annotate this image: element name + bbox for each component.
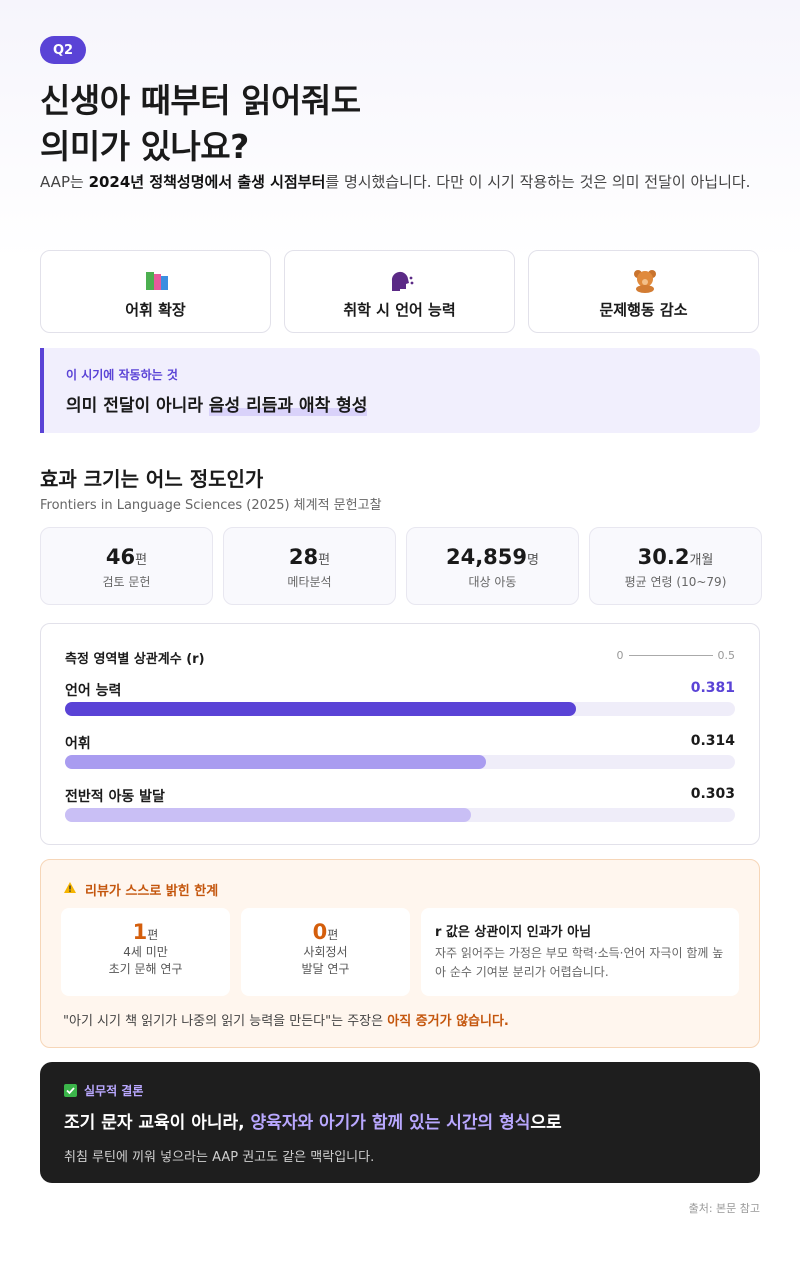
stat-label: 평균 연령 (10~79) — [624, 575, 727, 589]
limit-line: 4세 미만 — [123, 945, 168, 959]
stat-unit: 편 — [318, 553, 331, 568]
callout-highlight: 음성 리듬과 애착 형성 — [208, 396, 368, 416]
limit-number: 0 — [312, 920, 328, 944]
limits-title: 리뷰가 스스로 밝힌 한계 — [85, 884, 219, 899]
title-line: 의미가 있나요? — [40, 127, 249, 166]
value-label: 0.314 — [690, 733, 735, 749]
quote-text: "아기 시기 책 읽기가 나중의 읽기 능력을 만든다"는 주장은 — [63, 1014, 388, 1029]
intro-text: 를 명시했습니다. 다만 이 시기 작용하는 것은 의미 전달이 아닙니다. — [325, 173, 751, 191]
stat-value: 30.2개월 — [590, 545, 761, 569]
stat-number: 30.2 — [637, 545, 690, 569]
card-label: 문제행동 감소 — [599, 301, 688, 319]
callout: 이 시기에 작동하는 것 의미 전달이 아니라 음성 리듬과 애착 형성 — [40, 348, 760, 433]
limit-item: 1편 4세 미만 초기 문해 연구 — [61, 908, 230, 996]
stat-label: 검토 문헌 — [102, 575, 151, 589]
icon-bear — [634, 270, 656, 293]
stat-value: 24,859명 — [407, 545, 578, 569]
callout-text: 의미 전달이 아니라 음성 리듬과 애착 형성 — [66, 391, 368, 416]
icon-books — [146, 272, 168, 290]
stat-number: 46 — [105, 545, 136, 569]
scale: 0 0.5 — [617, 649, 736, 662]
footer: 출처: 본문 참고 — [688, 1202, 760, 1215]
scale-min: 0 — [616, 649, 624, 662]
limit-number: 1 — [132, 920, 148, 944]
card-label: 취학 시 언어 능력 — [343, 301, 456, 319]
heading-highlight: 양육자와 아기가 함께 있는 시간의 형식 — [250, 1113, 531, 1133]
limit-value: 0편 — [241, 920, 410, 944]
intro: AAP는 2024년 정책성명에서 출생 시점부터를 명시했습니다. 다만 이 … — [40, 168, 762, 197]
quote-bold: 아직 증거가 않습니다. — [387, 1014, 509, 1029]
stat-unit: 편 — [135, 553, 148, 568]
chart-title: 측정 영역별 상관계수 (r) — [65, 652, 205, 667]
limit-unit: 편 — [147, 928, 159, 942]
card-label: 어휘 확장 — [125, 301, 186, 319]
callout-label: 이 시기에 작동하는 것 — [66, 368, 178, 382]
bar — [65, 755, 486, 769]
intro-bold: 2024년 정책성명에서 출생 시점부터 — [88, 173, 326, 191]
bar-track — [65, 755, 735, 769]
note-title: r 값은 상관이지 인과가 아님 — [435, 925, 592, 940]
limit-item: 0편 사회정서 발달 연구 — [241, 908, 410, 996]
callout-plain: 의미 전달이 아니라 — [66, 396, 209, 416]
stat-value: 28편 — [224, 545, 395, 569]
bar-label: 언어 능력 — [65, 683, 122, 699]
stat-number: 24,859 — [445, 545, 528, 569]
icon-warning — [64, 882, 76, 893]
conclusion: 실무적 결론 조기 문자 교육이 아니라, 양육자와 아기가 함께 있는 시간의… — [40, 1062, 760, 1183]
badge: Q2 — [40, 36, 86, 64]
card: 취학 시 언어 능력 — [284, 250, 515, 333]
heading-text: 으로 — [530, 1113, 562, 1133]
bar — [65, 702, 576, 716]
scale-max: 0.5 — [717, 649, 736, 662]
stat-value: 46편 — [41, 545, 212, 569]
stat-unit: 개월 — [689, 553, 714, 568]
limits-note: r 값은 상관이지 인과가 아님 자주 읽어주는 가정은 부모 학력·소득·언어… — [421, 908, 739, 996]
limit-line: 발달 연구 — [301, 962, 350, 976]
bar-label: 어휘 — [65, 736, 91, 752]
limit-line: 초기 문해 연구 — [108, 962, 183, 976]
bar — [65, 808, 472, 822]
section-title: 효과 크기는 어느 정도인가 — [40, 467, 264, 491]
stat-unit: 명 — [527, 553, 539, 568]
heading-text: 조기 문자 교육이 아니라, — [64, 1113, 251, 1133]
intro-text: AAP는 — [40, 173, 89, 191]
conclusion-label: 실무적 결론 — [84, 1084, 144, 1098]
value-label: 0.381 — [690, 680, 735, 696]
bar-track — [65, 702, 735, 716]
limit-unit: 편 — [327, 928, 339, 942]
scale-line — [628, 655, 713, 656]
note-text: 자주 읽어주는 가정은 부모 학력·소득·언어 자극이 함께 높아 순수 기여분… — [435, 946, 724, 979]
bar-label: 전반적 아동 발달 — [65, 789, 165, 805]
bar-track — [65, 808, 735, 822]
card: 어휘 확장 — [40, 250, 271, 333]
stat-label: 대상 아동 — [468, 575, 517, 589]
conclusion-heading: 조기 문자 교육이 아니라, 양육자와 아기가 함께 있는 시간의 형식으로 — [64, 1108, 562, 1133]
title-line: 신생아 때부터 읽어줘도 — [40, 81, 361, 120]
stat-number: 28 — [288, 545, 319, 569]
icon-speaking — [391, 271, 414, 291]
title: 신생아 때부터 읽어줘도 의미가 있나요? — [40, 78, 361, 170]
value-label: 0.303 — [690, 786, 735, 802]
bar-chart: 측정 영역별 상관계수 (r) 0 0.5 언어 능력 0.381 어휘 0.314 전반… — [40, 623, 760, 845]
card: 문제행동 감소 — [528, 250, 759, 333]
icon-check — [64, 1084, 77, 1097]
limits-quote: "아기 시기 책 읽기가 나중의 읽기 능력을 만든다"는 주장은 아직 증거가… — [63, 1010, 509, 1029]
limit-line: 사회정서 — [303, 945, 348, 959]
stat-label: 메타분석 — [287, 575, 332, 589]
conclusion-text: 취침 루틴에 끼워 넣으라는 AAP 권고도 같은 맥락입니다. — [64, 1150, 375, 1165]
limit-value: 1편 — [61, 920, 230, 944]
limits-box: 리뷰가 스스로 밝힌 한계 r 값은 상관이지 인과가 아님 자주 읽어주는 가… — [40, 859, 760, 1048]
section-source: Frontiers in Language Sciences (2025) 체계… — [40, 498, 382, 513]
